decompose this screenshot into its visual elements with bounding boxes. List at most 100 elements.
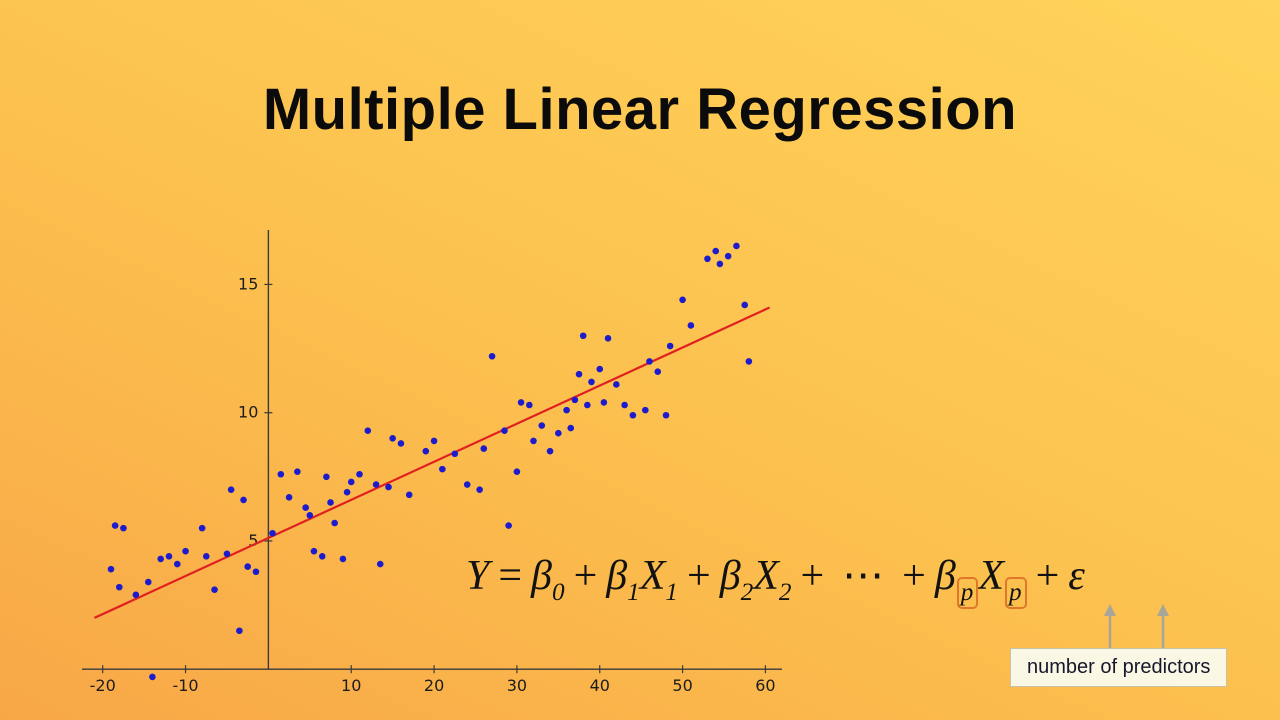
scatter-point — [211, 586, 218, 593]
scatter-point — [666, 342, 674, 350]
scatter-point — [741, 301, 749, 309]
scatter-point — [600, 399, 608, 406]
scatter-point — [318, 553, 326, 560]
scatter-point — [575, 370, 583, 378]
scatter-point — [132, 591, 140, 599]
formula-var-X: X — [753, 553, 779, 599]
formula-beta2X2: β2X2 — [719, 553, 792, 606]
scatter-point — [505, 522, 512, 529]
scatter-point — [501, 427, 508, 434]
scatter-point — [327, 499, 334, 506]
scatter-point — [182, 547, 189, 555]
predictors-note: number of predictors — [1010, 648, 1228, 687]
formula-var-X: X — [978, 553, 1005, 599]
scatter-point — [588, 378, 595, 386]
scatter-point — [310, 547, 318, 555]
formula-var-beta: β — [719, 553, 741, 599]
x-tick-label: 30 — [507, 676, 527, 695]
formula-sub-1: 1 — [665, 579, 679, 607]
scatter-point — [563, 406, 570, 414]
formula-sub-2: 2 — [778, 579, 792, 607]
scatter-point — [236, 627, 243, 635]
scatter-point — [642, 406, 649, 414]
scatter-point — [724, 252, 732, 260]
scatter-point — [198, 524, 206, 532]
scatter-point — [571, 396, 579, 404]
scatter-point — [733, 242, 740, 250]
scatter-point — [480, 445, 488, 452]
scatter-point — [604, 335, 612, 342]
scatter-point — [277, 470, 285, 478]
formula-plus: + — [902, 553, 926, 599]
scatter-point — [269, 529, 276, 537]
scatter-point — [567, 424, 575, 432]
formula-plus: + — [800, 553, 825, 599]
scatter-point — [165, 553, 173, 560]
scatter-point — [513, 468, 521, 475]
regression-line — [93, 306, 771, 619]
scatter-point — [629, 411, 637, 419]
scatter-point — [439, 465, 446, 473]
formula-cdots: ⋯ — [842, 553, 885, 599]
formula-sub-2: 2 — [740, 579, 754, 607]
scatter-point — [405, 491, 413, 499]
formula-epsilon: ε — [1068, 553, 1085, 599]
formula-Y: Y — [466, 553, 490, 599]
scatter-point — [343, 488, 351, 496]
scatter-point — [115, 583, 123, 591]
scatter-point — [157, 555, 164, 563]
x-tick-label: -10 — [172, 676, 198, 695]
scatter-point — [538, 422, 546, 429]
scatter-point — [149, 673, 156, 681]
formula-plus: + — [1035, 553, 1060, 599]
formula-sub-0: 0 — [551, 579, 565, 607]
scatter-point — [584, 401, 591, 409]
scatter-point — [745, 358, 753, 365]
scatter-point — [120, 524, 127, 532]
y-tick-label: 10 — [238, 403, 258, 422]
formula-plus: + — [573, 553, 598, 599]
formula-plus: + — [687, 553, 711, 599]
scatter-point — [294, 468, 301, 475]
scatter-point — [526, 401, 533, 409]
formula-beta1X1: β1X1 — [606, 553, 678, 606]
scatter-point — [111, 522, 119, 529]
scatter-point — [252, 568, 260, 576]
scatter-point — [451, 450, 459, 458]
scatter-point — [339, 555, 347, 563]
highlight-box-X-p: p — [1005, 577, 1027, 610]
x-tick-label: 50 — [672, 676, 692, 695]
formula-sub-1: 1 — [627, 579, 640, 607]
y-tick-label: 5 — [248, 531, 258, 550]
x-tick-label: 10 — [341, 676, 361, 695]
scatter-point — [323, 473, 330, 481]
scatter-point — [679, 296, 686, 304]
scatter-point — [240, 496, 247, 504]
scatter-point — [144, 578, 152, 586]
scatter-point — [347, 478, 355, 486]
scatter-point — [285, 494, 293, 501]
scatter-point — [704, 255, 711, 263]
scatter-point — [223, 550, 231, 558]
scatter-point — [476, 486, 483, 493]
scatter-point — [356, 470, 363, 478]
page-title: Multiple Linear Regression — [262, 77, 1018, 142]
scatter-point — [555, 429, 562, 437]
scatter-point — [646, 358, 653, 365]
scatter-point — [654, 368, 662, 375]
scatter-point — [107, 565, 115, 573]
formula-var-X: X — [639, 553, 666, 599]
scatter-point — [712, 247, 720, 255]
annotation-arrows — [1104, 604, 1169, 650]
formula-equals: = — [498, 553, 523, 599]
scatter-point — [662, 411, 670, 419]
scatter-point — [530, 437, 537, 445]
scatter-point — [244, 563, 251, 570]
scatter-point — [331, 519, 338, 527]
scatter-point — [364, 427, 372, 434]
scatter-point — [463, 481, 471, 488]
x-tick-label: 60 — [755, 676, 775, 695]
